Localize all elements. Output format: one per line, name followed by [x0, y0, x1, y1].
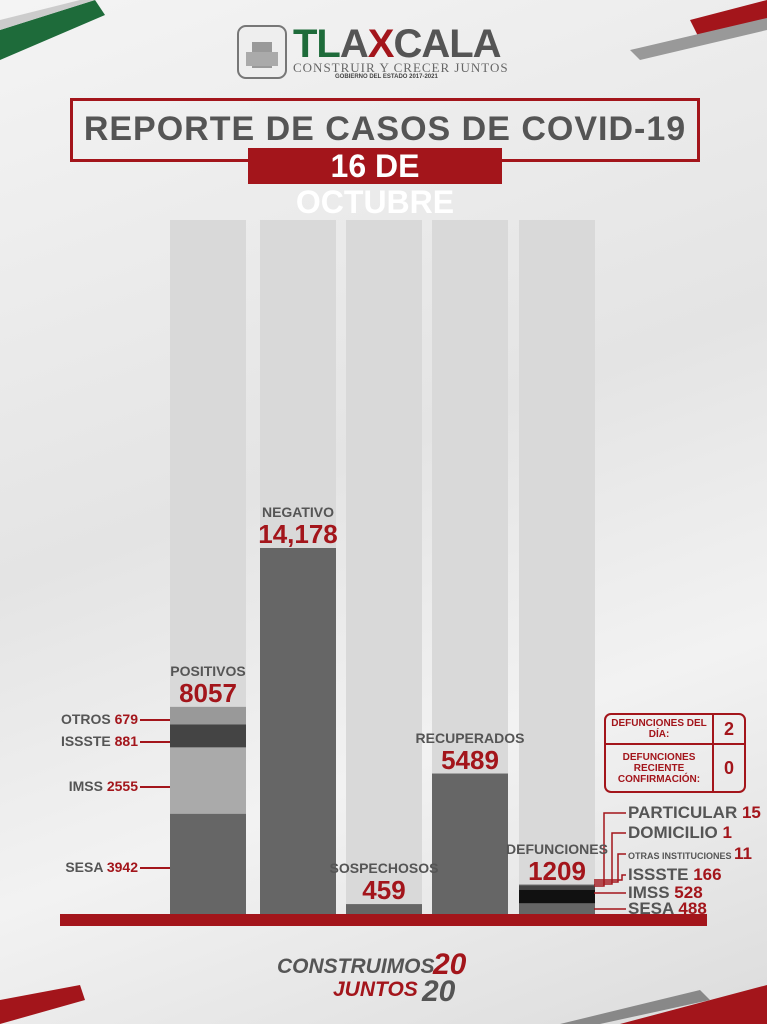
bar-track-defunciones [519, 220, 595, 916]
bar-segment-defunciones-sesa [519, 903, 595, 916]
bar-negativo [260, 548, 336, 916]
breakdown-name: IMSS [68, 778, 103, 794]
bar-label-defunciones: DEFUNCIONES [506, 840, 608, 857]
defunciones-breakdown-item: OTRAS INSTITUCIONES 11 [628, 844, 752, 866]
connector-line [594, 832, 626, 885]
deaths-day-value: 2 [714, 715, 744, 745]
connector-line [594, 874, 626, 881]
bar-value-negativo: 14,178 [258, 519, 338, 549]
bar-chart [60, 220, 707, 926]
bar-value-sospechosos: 459 [362, 875, 406, 906]
bar-segment-positivos-imss [170, 747, 246, 814]
breakdown-value: 15 [741, 803, 761, 822]
breakdown-value: 488 [678, 899, 707, 918]
deaths-day-label: DEFUNCIONES DEL DÍA: [606, 715, 714, 745]
bar-segment-defunciones-imss [519, 889, 595, 904]
bar-segment-positivos-issste [170, 724, 246, 748]
defunciones-breakdown-item: IMSS 528 [628, 883, 703, 903]
report-date: 16 DE OCTUBRE [248, 148, 502, 220]
breakdown-name: OTRAS INSTITUCIONES [628, 851, 732, 861]
defunciones-breakdown-item: DOMICILIO 1 [628, 823, 732, 843]
connector-line [594, 812, 626, 887]
breakdown-value: 679 [114, 711, 138, 727]
bar-label-negativo: NEGATIVO [261, 504, 335, 520]
breakdown-name: ISSSTE [60, 733, 111, 749]
bar-label-positivos: POSITIVOS [170, 662, 246, 679]
footer-year-bottom: 20 [422, 975, 456, 1008]
positivos-breakdown-item: SESA 3942 [65, 859, 138, 875]
logo-text: TLAXCALA [293, 22, 502, 66]
positivos-breakdown-item: OTROS 679 [61, 711, 138, 727]
breakdown-value: 11 [734, 844, 753, 863]
coat-of-arms-icon [237, 25, 287, 79]
bar-value-recuperados: 5489 [441, 744, 499, 775]
breakdown-value: 528 [674, 883, 703, 902]
footer-juntos: JUNTOS [333, 978, 418, 1001]
bar-value-defunciones: 1209 [528, 855, 586, 886]
bar-segment-positivos-otros [170, 706, 246, 725]
deaths-recent-value: 0 [723, 757, 734, 778]
deaths-recent-label: DEFUNCIONES RECIENTE CONFIRMACIÓN: [606, 745, 714, 791]
connector-line [594, 853, 626, 883]
breakdown-value: 1 [722, 823, 732, 842]
bar-recuperados [432, 773, 508, 916]
defunciones-breakdown-item: PARTICULAR 15 [628, 803, 761, 823]
breakdown-name: DOMICILIO [628, 823, 718, 842]
breakdown-name: OTROS [60, 711, 111, 727]
page-title: REPORTE DE CASOS DE COVID-19 [83, 110, 687, 148]
breakdown-name: PARTICULAR [628, 803, 738, 822]
bar-track-sospechosos [346, 220, 422, 916]
baseline-bar [60, 914, 707, 926]
bar-segment-positivos-sesa [170, 813, 246, 916]
breakdown-value: 881 [114, 733, 138, 749]
footer-year-top: 20 [433, 948, 467, 981]
bar-label-recuperados: RECUPERADOS [415, 729, 525, 746]
breakdown-name: IMSS [628, 883, 670, 902]
breakdown-name: SESA [65, 859, 103, 875]
defunciones-breakdown-item: ISSSTE 166 [628, 865, 722, 885]
positivos-breakdown-item: IMSS 2555 [69, 778, 138, 794]
breakdown-value: 2555 [106, 778, 138, 794]
bar-label-sospechosos: SOSPECHOSOS [329, 860, 439, 877]
breakdown-value: 3942 [106, 859, 138, 875]
positivos-breakdown-item: ISSSTE 881 [61, 733, 138, 749]
defunciones-breakdown-item: SESA 488 [628, 899, 707, 919]
red-stripe [690, 0, 767, 40]
bar-segment-defunciones-issste [519, 885, 595, 890]
green-stripe [0, 0, 105, 60]
breakdown-value: 166 [693, 865, 722, 884]
bar-sospechosos [346, 904, 422, 916]
breakdown-name: ISSSTE [628, 865, 689, 884]
logo-government: GOBIERNO DEL ESTADO 2017-2021 [335, 74, 438, 80]
logo-subtitle: CONSTRUIR Y CRECER JUNTOS [293, 60, 509, 75]
bar-value-positivos: 8057 [179, 677, 237, 708]
breakdown-name: SESA [628, 899, 674, 918]
footer-construimos: CONSTRUIMOS [277, 955, 435, 978]
deaths-summary-box: DEFUNCIONES DEL DÍA: 2 DEFUNCIONES RECIE… [604, 713, 746, 793]
